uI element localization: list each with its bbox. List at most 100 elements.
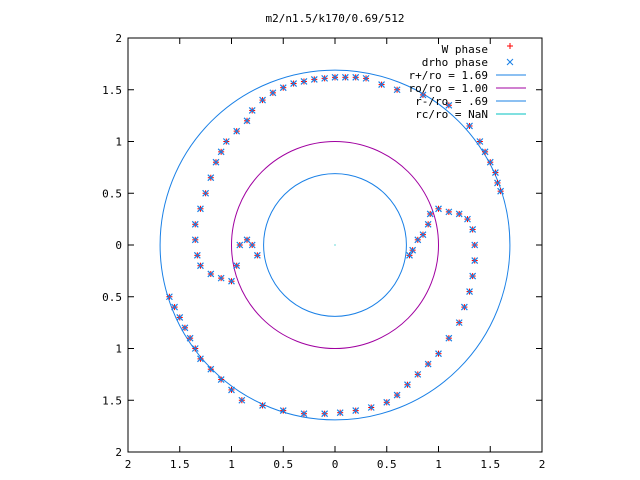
drho-phase-point <box>176 314 184 321</box>
y-tick-label: 0.5 <box>102 187 122 200</box>
drho-phase-point <box>331 73 339 81</box>
drho-phase-point <box>426 210 434 218</box>
drho-phase-point <box>193 251 201 259</box>
chart-title: m2/n1.5/k170/0.69/512 <box>265 12 404 25</box>
center-point <box>334 244 336 246</box>
drho-phase-point <box>378 81 385 88</box>
drho-phase-point <box>455 210 463 218</box>
drho-phase-point <box>419 231 427 239</box>
drho-phase-point <box>466 122 473 130</box>
drho-phase-point <box>217 148 225 156</box>
drho-phase-point <box>435 350 442 358</box>
legend-marker-w-phase <box>507 43 513 49</box>
legend-label-r-minus: r-/ro = .69 <box>415 95 488 108</box>
legend-label-r-plus: r+/ro = 1.69 <box>409 69 488 82</box>
drho-phase-point <box>248 241 256 249</box>
drho-phase-point <box>424 220 432 228</box>
drho-phase-point <box>165 293 173 301</box>
drho-phase-point <box>259 96 266 104</box>
drho-phase-point <box>445 334 453 342</box>
drho-phase-point <box>321 410 329 418</box>
legend-entry-r-plus: r+/ro = 1.69 <box>409 69 526 82</box>
drho-phase-point <box>341 73 349 81</box>
drho-phase-point <box>217 274 225 282</box>
legend-label-r-o: ro/ro = 1.00 <box>409 82 488 95</box>
reference-circles <box>159 69 511 421</box>
legend-label-w-phase: W phase <box>442 43 488 56</box>
y-tick-label: 0.5 <box>102 291 122 304</box>
legend-entry-w-phase: W phase <box>442 43 513 56</box>
y-tick-label: 1 <box>115 343 122 356</box>
x-tick-label: 0 <box>332 458 339 471</box>
drho-phase-point <box>336 409 344 417</box>
drho-phase-point <box>435 205 442 213</box>
drho-phase-point <box>259 402 266 409</box>
y-tick-label: 2 <box>115 32 122 45</box>
drho-phase-point <box>445 208 453 216</box>
x-tick-label: 2 <box>539 458 546 471</box>
drho-phase-point <box>238 396 246 404</box>
drho-phase-point <box>279 407 287 415</box>
drho-phase-point <box>233 127 241 135</box>
drho-phase-point <box>393 86 401 94</box>
x-tick-label: 1 <box>435 458 442 471</box>
drho-phase-point <box>469 226 477 233</box>
drho-phase-point <box>404 381 411 389</box>
legend-entry-r-o: ro/ro = 1.00 <box>409 82 526 95</box>
drho-phase-point <box>352 407 360 415</box>
drho-phase-point <box>393 391 401 399</box>
x-tick-label: 0.5 <box>273 458 293 471</box>
drho-phase-point <box>445 101 453 109</box>
drho-phase-point <box>471 257 479 264</box>
drho-phase-point <box>197 355 204 363</box>
drho-phase-point <box>243 117 251 125</box>
drho-phase-point <box>300 410 308 418</box>
drho-phase-point <box>414 236 422 244</box>
drho-phase-point <box>367 404 375 411</box>
legend-label-r-c: rc/ro = NaN <box>415 108 488 121</box>
drho-phase-point <box>197 262 204 270</box>
drho-phase-point <box>248 107 256 114</box>
drho-phase-point <box>455 319 463 327</box>
x-tick-label: 1.5 <box>480 458 500 471</box>
drho-phase-point <box>197 205 204 213</box>
drho-phase-point <box>409 246 417 254</box>
y-tick-label: 1.5 <box>102 394 122 407</box>
drho-phase-point <box>279 84 287 92</box>
drho-phase-point <box>419 91 427 99</box>
drho-phase-point <box>186 334 194 342</box>
drho-phase-point <box>406 251 413 259</box>
drho-phase-point <box>191 345 199 352</box>
drho-phase-point <box>236 241 244 249</box>
drho-phase-point <box>222 138 230 145</box>
drho-phase-point <box>492 169 499 176</box>
drho-phase-point <box>181 324 189 332</box>
y-tick-label: 0 <box>115 239 122 252</box>
drho-phase-point <box>228 277 235 285</box>
reference-circle <box>231 141 439 349</box>
drho-phase-point <box>171 303 178 311</box>
drho-phase-point <box>460 303 468 311</box>
drho-phase-point <box>469 272 477 280</box>
drho-phase-point <box>253 251 261 259</box>
drho-phase-point <box>362 74 370 82</box>
drho-phase-point <box>494 179 501 187</box>
drho-phase-point <box>486 158 494 166</box>
x-tick-label: 1.5 <box>170 458 190 471</box>
legend: W phase drho phase r+/ro = 1.69 ro/ro = … <box>409 43 526 121</box>
legend-entry-drho-phase: drho phase <box>422 56 514 69</box>
drho-phase-point <box>424 360 432 368</box>
drho-phase-point <box>464 215 471 223</box>
drho-phase-point <box>207 174 215 182</box>
drho-phase-point <box>497 187 505 195</box>
drho-phase-point <box>207 365 215 373</box>
legend-label-drho-phase: drho phase <box>422 56 488 69</box>
drho-phase-point <box>290 80 298 87</box>
legend-entry-r-minus: r-/ro = .69 <box>415 95 526 108</box>
drho-phase-point <box>414 370 422 378</box>
drho-phase-point <box>481 148 489 156</box>
drho-phase-point <box>300 78 308 85</box>
drho-phase-point <box>233 262 241 270</box>
drho-phase-point <box>321 74 329 82</box>
